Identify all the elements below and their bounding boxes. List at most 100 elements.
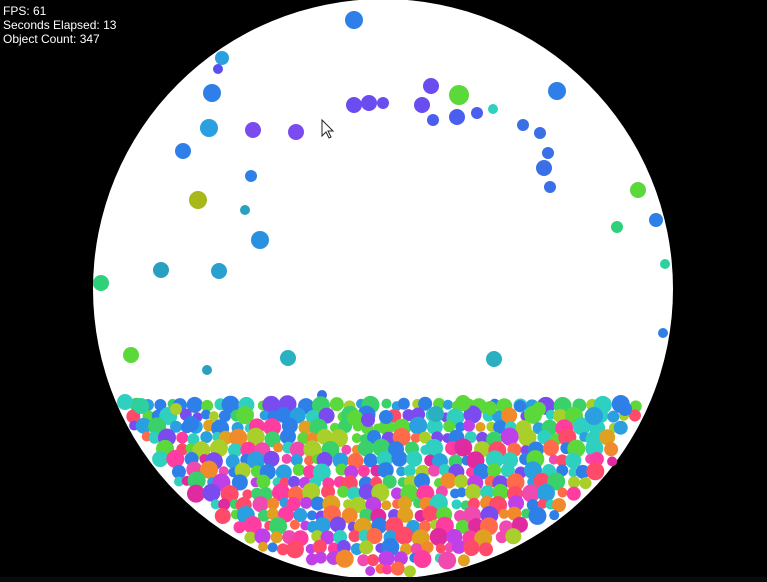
ball (395, 526, 414, 545)
ball (429, 527, 448, 546)
ball (423, 78, 439, 94)
ball (568, 467, 579, 478)
ball (272, 483, 291, 502)
ball (148, 431, 161, 444)
ball (303, 440, 322, 459)
ball (359, 540, 374, 555)
ball (280, 350, 296, 366)
ball (298, 420, 313, 435)
ball (329, 397, 344, 412)
ball (245, 170, 257, 182)
ball (544, 181, 556, 193)
ball (528, 506, 547, 525)
ball (335, 549, 354, 568)
ball (240, 205, 250, 215)
ball (397, 496, 412, 511)
ball (243, 516, 262, 535)
ball (589, 451, 604, 466)
ball (613, 420, 628, 435)
ball (410, 432, 421, 443)
ball (244, 531, 257, 544)
ball (413, 550, 432, 569)
ball (517, 119, 529, 131)
ball (537, 498, 548, 509)
ball (152, 451, 169, 468)
ball (377, 97, 389, 109)
ball (440, 472, 457, 489)
ball (357, 465, 370, 478)
ball (314, 517, 331, 534)
ball (366, 554, 379, 567)
ball (251, 231, 269, 249)
ball (189, 191, 207, 209)
ball (281, 453, 292, 464)
ball (337, 485, 350, 498)
ball (246, 427, 265, 446)
ball (231, 474, 248, 491)
ball (361, 95, 377, 111)
ball (501, 407, 518, 424)
ball (506, 473, 525, 492)
ball (358, 483, 375, 500)
ball (455, 519, 470, 534)
ball (455, 421, 466, 432)
ball (202, 365, 212, 375)
ball (607, 410, 620, 423)
ball (456, 487, 467, 498)
ball (542, 439, 559, 456)
ball (488, 104, 498, 114)
object-count-readout: Object Count: 347 (3, 32, 100, 46)
ball (365, 566, 376, 577)
ball (500, 463, 515, 478)
ball (660, 259, 670, 269)
ball (397, 506, 414, 523)
ball (628, 409, 641, 422)
ball (396, 466, 407, 477)
ball (425, 438, 444, 457)
ball (233, 521, 246, 534)
ball (297, 432, 310, 445)
ball (183, 416, 199, 432)
ball (117, 394, 133, 410)
ball (518, 428, 537, 447)
ball (166, 449, 185, 468)
ball (427, 114, 439, 126)
ball (483, 401, 497, 415)
ball (312, 463, 331, 482)
ball (629, 400, 642, 413)
ball (363, 453, 378, 468)
ball (536, 160, 552, 176)
ball (254, 528, 271, 545)
ball (414, 97, 430, 113)
ball (520, 445, 531, 456)
ball (123, 347, 139, 363)
ball (438, 551, 457, 570)
ball (366, 527, 383, 544)
ball (586, 462, 605, 481)
ball (187, 433, 200, 446)
ball (357, 554, 370, 567)
ball (505, 528, 522, 545)
ball (256, 474, 271, 489)
ball (422, 505, 439, 522)
ball (579, 477, 592, 490)
ball (175, 143, 191, 159)
ball (454, 509, 467, 522)
ball (170, 420, 183, 433)
ball (314, 551, 327, 564)
ball (344, 465, 359, 480)
ball (382, 474, 397, 489)
ball (548, 454, 559, 465)
ball (229, 428, 248, 447)
ball (548, 82, 566, 100)
ball (279, 428, 296, 445)
ball (285, 540, 304, 559)
ball (406, 450, 423, 467)
ball (266, 508, 279, 521)
ball (476, 431, 489, 444)
ball (428, 464, 441, 477)
ball (246, 451, 265, 470)
seconds-elapsed-readout: Seconds Elapsed: 13 (3, 18, 117, 32)
